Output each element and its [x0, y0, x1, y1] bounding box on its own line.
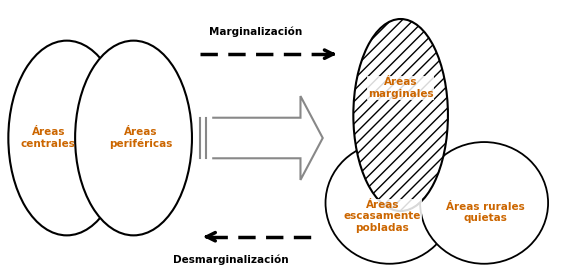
Text: Áreas
escasamente
pobladas: Áreas escasamente pobladas [343, 200, 421, 233]
Text: Marginalización: Marginalización [209, 26, 302, 37]
Ellipse shape [8, 41, 125, 235]
Text: Áreas rurales
quietas: Áreas rurales quietas [446, 201, 525, 223]
Text: Áreas
marginales: Áreas marginales [368, 77, 433, 99]
Ellipse shape [325, 142, 454, 264]
Bar [199, 115, 211, 161]
Text: Desmarginalización: Desmarginalización [173, 254, 289, 265]
Text: Áreas
centrales: Áreas centrales [21, 127, 76, 149]
Polygon shape [207, 96, 323, 180]
Text: Áreas
periféricas: Áreas periféricas [109, 127, 173, 149]
Ellipse shape [353, 19, 448, 211]
Ellipse shape [75, 41, 192, 235]
Ellipse shape [420, 142, 548, 264]
